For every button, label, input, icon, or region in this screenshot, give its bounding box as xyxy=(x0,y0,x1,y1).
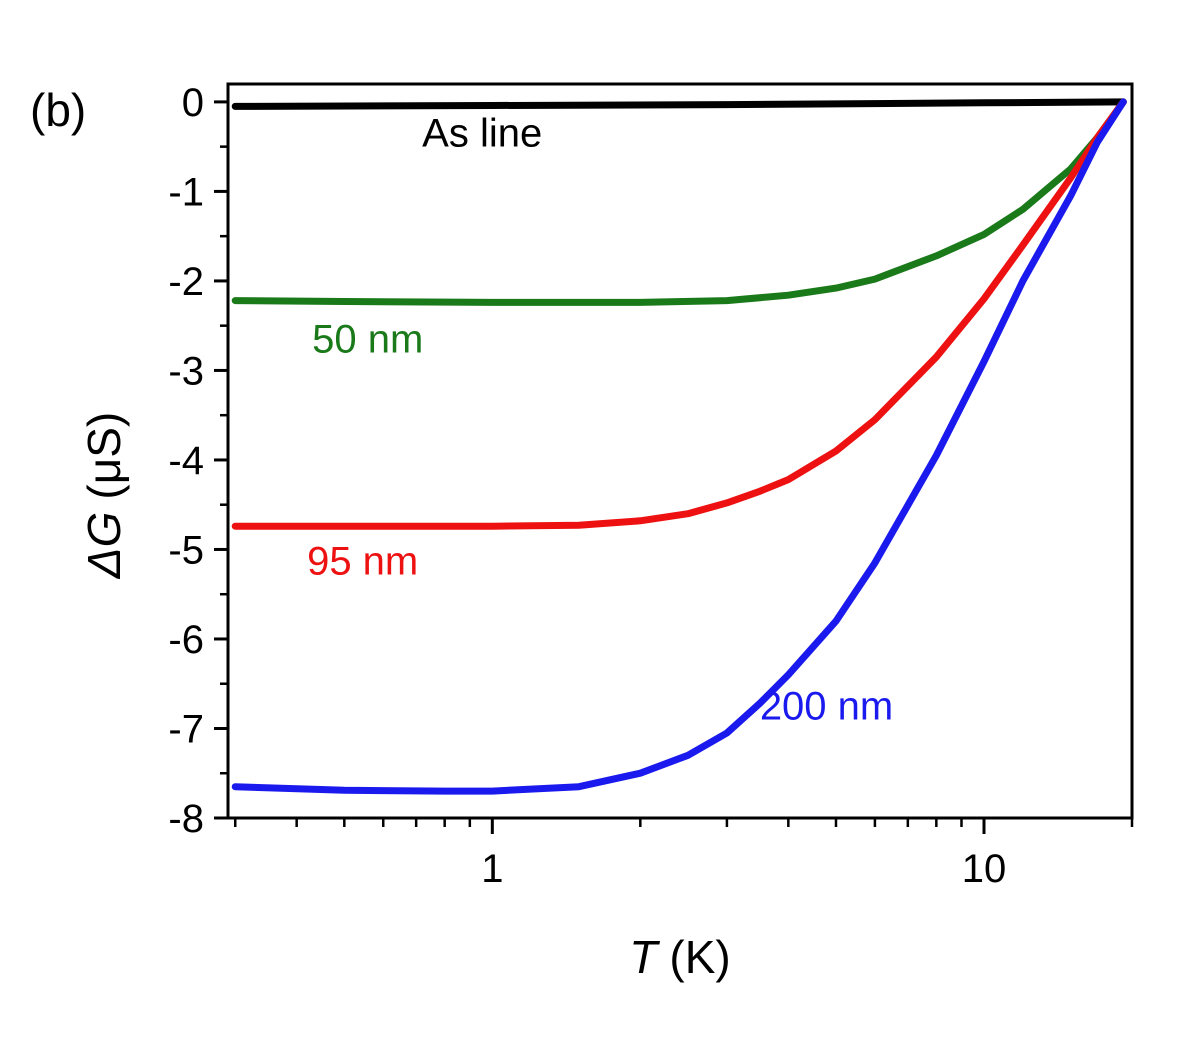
series-line-200-nm xyxy=(231,98,1127,795)
y-tick-label: -3 xyxy=(168,349,204,393)
series-label: 200 nm xyxy=(760,685,893,729)
y-tick-label: -8 xyxy=(168,797,204,841)
x-axis: 1 10 xyxy=(233,818,1134,891)
plot-area xyxy=(226,82,1134,820)
x-tick-label: 10 xyxy=(962,847,1007,891)
series-label: 50 nm xyxy=(312,318,423,362)
x-axis-title: T (K) xyxy=(629,931,730,983)
y-tick-label: 0 xyxy=(182,81,204,125)
series-line-95-nm xyxy=(231,98,1127,530)
x-tick-label: 1 xyxy=(481,847,503,891)
y-tick-label: -1 xyxy=(168,170,204,214)
series-line-50-nm xyxy=(231,98,1127,306)
y-tick-label: -5 xyxy=(168,528,204,572)
y-tick-label: -7 xyxy=(168,707,204,751)
series-labels: As line 50 nm 95 nm 200 nm xyxy=(307,112,893,729)
y-tick-label: -4 xyxy=(168,439,204,483)
y-axis-title: ΔG(μS) xyxy=(78,412,130,579)
series-line-as-line xyxy=(231,98,1127,110)
y-axis: 0 -1 -2 -3 -4 -5 -6 -7 -8 xyxy=(168,81,228,841)
plot-frame xyxy=(226,82,1134,820)
y-tick-label: -6 xyxy=(168,618,204,662)
panel-label: (b) xyxy=(30,84,86,136)
series-label: As line xyxy=(422,112,542,156)
y-tick-label: -2 xyxy=(168,260,204,304)
series-layer xyxy=(231,98,1127,795)
series-label: 95 nm xyxy=(307,540,418,584)
